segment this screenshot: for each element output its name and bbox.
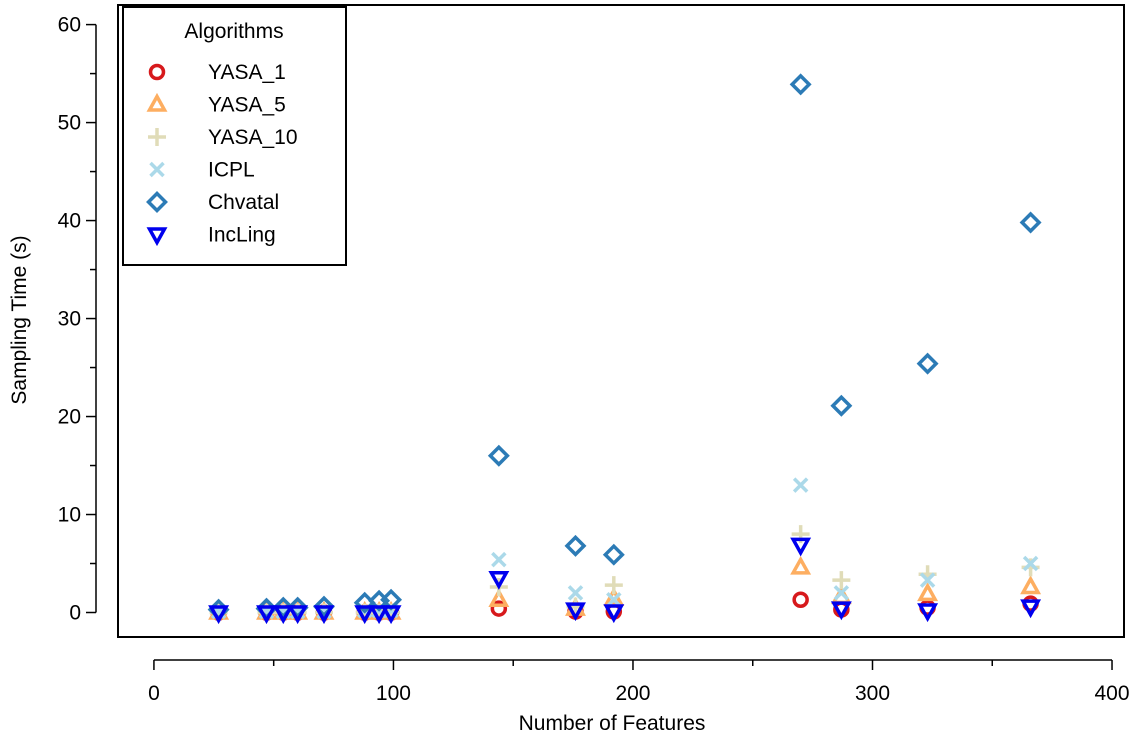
point-yasa-5 (1020, 575, 1042, 595)
legend-label-yasa-5: YASA_5 (208, 94, 286, 117)
point-chvatal (487, 444, 510, 467)
x-tick-label: 400 (1095, 682, 1130, 705)
point-incling (256, 605, 277, 625)
point-yasa-5 (790, 555, 812, 575)
legend-marker-yasa-10 (148, 128, 166, 146)
x-tick-label: 100 (376, 682, 411, 705)
y-tick-label: 10 (58, 504, 81, 527)
y-tick-label: 0 (69, 602, 81, 625)
legend-label-yasa-10: YASA_10 (208, 126, 298, 149)
x-tick-label: 300 (855, 682, 890, 705)
legend-title: Algorithms (184, 20, 283, 43)
point-incling (208, 605, 230, 625)
plot-frame (117, 4, 1125, 638)
legend-items: YASA_1 YASA_5 YASA_10 ICPL Chvatal IncLing (146, 61, 298, 247)
y-axis: 0 10 20 30 40 50 60 (58, 14, 97, 625)
y-axis-title: Sampling Time (s) (8, 235, 31, 404)
point-incling (488, 570, 510, 590)
point-incling (565, 602, 586, 622)
legend-marker-chvatal (146, 191, 168, 213)
point-icpl (833, 585, 850, 601)
point-incling (917, 603, 939, 623)
point-chvatal (830, 394, 853, 417)
point-yasa-1 (792, 591, 809, 609)
point-incling (603, 604, 625, 624)
point-icpl (792, 477, 809, 493)
point-incling (380, 605, 402, 625)
point-incling (790, 537, 812, 557)
point-chvatal (313, 595, 335, 618)
x-tick-label: 200 (615, 682, 650, 705)
point-icpl (567, 585, 584, 601)
point-yasa-5 (488, 588, 510, 608)
legend-label-incling: IncLing (208, 224, 276, 247)
point-chvatal (602, 543, 625, 566)
y-tick-label: 40 (58, 210, 81, 233)
legend-marker-icpl (149, 161, 165, 178)
y-tick-label: 20 (58, 406, 81, 429)
legend-label-icpl: ICPL (208, 159, 255, 182)
point-yasa-1 (490, 600, 508, 617)
point-chvatal (789, 73, 812, 96)
point-incling (368, 605, 390, 625)
point-yasa-10 (604, 576, 623, 595)
legend: Algorithms YASA_1 YASA_5 YASA_10 ICPL Chvata… (122, 6, 347, 266)
point-chvatal (1019, 211, 1042, 234)
point-icpl (1022, 555, 1039, 572)
point-chvatal (286, 596, 309, 619)
y-tick-label: 30 (58, 308, 81, 331)
point-incling (313, 605, 335, 625)
point-incling (272, 605, 294, 625)
point-chvatal (916, 352, 939, 375)
point-chvatal (564, 534, 587, 557)
point-incling (354, 605, 376, 625)
legend-label-yasa-1: YASA_1 (208, 61, 286, 84)
point-chvatal (272, 596, 295, 619)
legend-label-chvatal: Chvatal (208, 191, 279, 214)
legend-marker-incling (146, 227, 168, 247)
point-icpl (919, 572, 936, 588)
point-incling (1020, 599, 1042, 619)
x-axis: 0 100 200 300 400 (148, 659, 1130, 705)
y-tick-label: 50 (58, 112, 81, 135)
x-tick-label: 0 (148, 682, 160, 705)
y-tick-label: 60 (58, 14, 81, 37)
data-points (207, 73, 1042, 625)
point-icpl (491, 551, 507, 568)
point-incling (287, 605, 309, 625)
point-incling (830, 601, 852, 621)
point-yasa-5 (917, 582, 939, 602)
point-yasa-10 (832, 571, 851, 590)
point-icpl (606, 592, 622, 608)
legend-marker-yasa-1 (148, 63, 166, 81)
legend-marker-yasa-5 (146, 92, 168, 112)
x-axis-title: Number of Features (519, 712, 706, 735)
